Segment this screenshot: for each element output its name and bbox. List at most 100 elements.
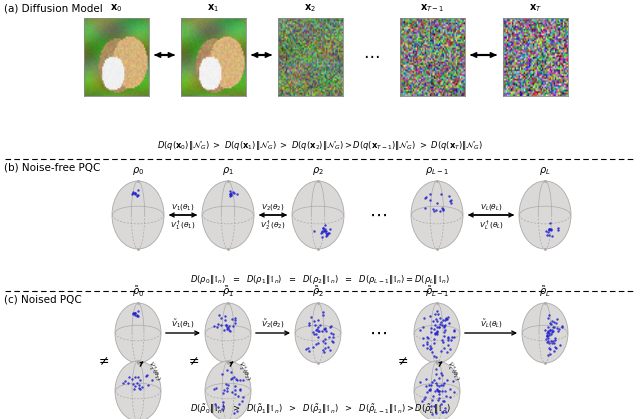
Point <box>449 328 460 335</box>
Point <box>303 347 314 354</box>
Point <box>225 188 235 194</box>
Point <box>445 199 456 206</box>
Point <box>226 189 236 196</box>
Point <box>218 386 228 393</box>
Point <box>436 321 447 328</box>
Point <box>319 336 330 343</box>
Point <box>319 348 329 355</box>
Text: $\tilde{V}_L^\dagger(\theta_L)$: $\tilde{V}_L^\dagger(\theta_L)$ <box>443 360 462 383</box>
Point <box>436 191 446 198</box>
Point <box>441 393 451 400</box>
Point <box>132 191 142 198</box>
Point <box>133 313 143 319</box>
Point <box>436 370 447 377</box>
Point <box>550 344 560 350</box>
Point <box>130 383 140 390</box>
Point <box>228 189 239 196</box>
Point <box>445 393 456 400</box>
Point <box>432 318 442 325</box>
Point <box>550 319 561 326</box>
Point <box>447 334 458 340</box>
Point <box>437 388 447 395</box>
Point <box>221 322 231 328</box>
Point <box>228 323 238 329</box>
Point <box>231 376 241 383</box>
Point <box>129 380 139 387</box>
Point <box>132 187 143 194</box>
Point <box>436 337 447 344</box>
Point <box>419 314 429 321</box>
Point <box>438 409 448 415</box>
Point <box>444 337 454 344</box>
Point <box>435 315 445 321</box>
Point <box>543 335 554 341</box>
Point <box>421 194 431 200</box>
Point <box>212 324 222 331</box>
Point <box>236 377 246 383</box>
Point <box>147 377 157 383</box>
Point <box>431 330 441 336</box>
Point <box>314 327 324 334</box>
Point <box>321 230 332 236</box>
Point <box>326 338 337 344</box>
Point <box>230 387 241 394</box>
Point <box>557 323 567 329</box>
Text: $\rho_1$: $\rho_1$ <box>222 165 234 177</box>
Point <box>545 331 556 337</box>
Point <box>546 226 556 233</box>
Point <box>310 341 321 347</box>
Point <box>228 410 239 416</box>
Point <box>431 353 441 360</box>
Point <box>216 322 226 328</box>
Text: $\rho_2$: $\rho_2$ <box>312 165 324 177</box>
Point <box>317 309 328 316</box>
Point <box>543 324 553 331</box>
Point <box>142 372 152 378</box>
Point <box>434 324 444 331</box>
Point <box>415 326 426 333</box>
Point <box>209 385 219 392</box>
Point <box>321 231 332 238</box>
Point <box>544 339 554 346</box>
Point <box>434 388 444 395</box>
Point <box>445 385 456 392</box>
Point <box>440 315 451 321</box>
Point <box>434 390 444 397</box>
Point <box>427 411 437 417</box>
Point <box>420 205 430 212</box>
Point <box>425 313 435 320</box>
Point <box>134 384 145 391</box>
Point <box>429 340 439 347</box>
Point <box>232 407 242 414</box>
Point <box>312 327 323 334</box>
Point <box>543 329 554 336</box>
Point <box>232 191 242 197</box>
Point <box>428 318 438 324</box>
Ellipse shape <box>295 303 341 363</box>
Point <box>328 334 338 340</box>
Point <box>301 345 312 352</box>
Point <box>313 323 323 330</box>
Point <box>545 321 556 327</box>
Point <box>431 410 442 417</box>
Point <box>438 207 448 213</box>
Point <box>230 315 241 322</box>
Point <box>238 394 248 401</box>
Point <box>429 352 439 359</box>
Point <box>328 339 338 346</box>
Point <box>429 208 439 215</box>
Point <box>313 317 323 323</box>
Point <box>434 375 444 382</box>
Point <box>547 326 557 333</box>
Text: $\neq$: $\neq$ <box>396 355 409 368</box>
Point <box>435 321 445 327</box>
Point <box>541 228 552 234</box>
Point <box>303 320 314 327</box>
Point <box>545 327 556 334</box>
Point <box>547 339 557 346</box>
Point <box>422 344 433 351</box>
Point <box>308 329 318 336</box>
Text: $V_2(\theta_2)$: $V_2(\theta_2)$ <box>261 202 285 212</box>
Point <box>548 347 559 354</box>
Text: $\mathbf{x}_T$: $\mathbf{x}_T$ <box>529 2 541 14</box>
